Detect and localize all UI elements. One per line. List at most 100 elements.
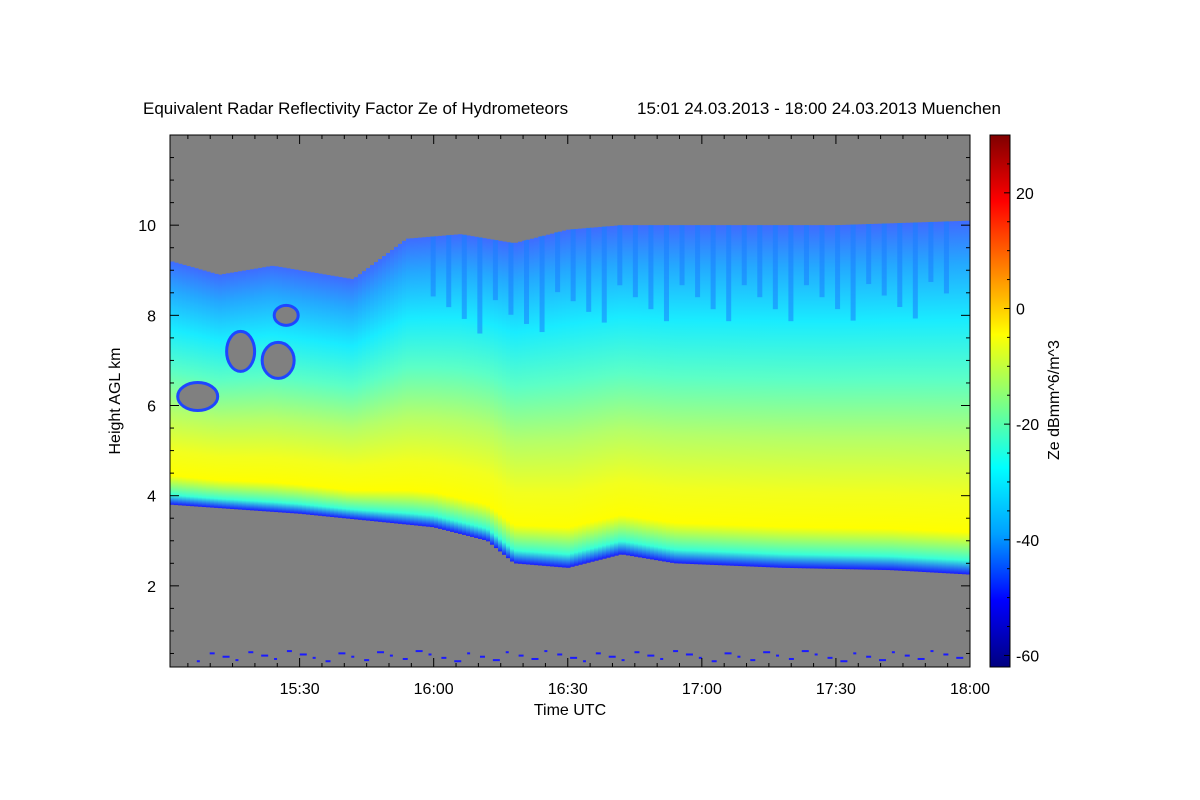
echo-strip: [426, 236, 431, 527]
fall-streak: [539, 236, 545, 333]
echo-strip: [174, 262, 179, 506]
echo-strip: [662, 225, 667, 562]
echo-strip: [870, 223, 875, 570]
echo-strip: [370, 265, 375, 522]
ground-clutter: [930, 650, 934, 653]
echo-strip: [266, 266, 271, 512]
fall-streak: [819, 225, 825, 298]
echo-strip: [486, 238, 491, 542]
colorbar-tick-label: -60: [1016, 648, 1039, 665]
echo-strip: [654, 225, 659, 561]
echo-strip: [578, 228, 583, 565]
echo-strip: [902, 222, 907, 571]
echo-strip: [594, 227, 599, 561]
echo-strip: [842, 224, 847, 570]
fall-streak: [430, 236, 436, 297]
ground-clutter: [248, 651, 254, 654]
echo-strip: [794, 225, 799, 569]
x-axis: 15:30 16:00 16:30 17:00 17:30 18:00: [187, 135, 990, 698]
echo-strip: [566, 229, 571, 568]
ground-clutter: [788, 657, 794, 660]
echo-strip: [322, 274, 327, 517]
echo-strip: [254, 268, 259, 511]
echo-strip: [618, 225, 623, 555]
echo-strip: [722, 225, 727, 566]
echo-strip: [434, 236, 439, 528]
echo-strip: [790, 225, 795, 569]
ground-clutter: [853, 652, 857, 655]
echo-strip: [802, 225, 807, 569]
echo-strip: [622, 225, 627, 555]
echo-strip: [294, 269, 299, 514]
ground-clutter: [827, 656, 833, 659]
echo-strip: [766, 225, 771, 568]
echo-strip: [398, 243, 403, 524]
echo-strip: [310, 272, 315, 515]
echo-strip: [422, 237, 427, 527]
echo-strip: [178, 263, 183, 506]
echo-strip: [270, 265, 275, 512]
fall-streak: [648, 225, 654, 310]
echo-strip: [410, 238, 415, 526]
ground-clutter: [351, 655, 355, 658]
echo-strip: [714, 225, 719, 566]
echo-strip: [478, 237, 483, 539]
echo-strip: [962, 220, 967, 575]
fall-streak: [928, 221, 934, 282]
x-tick-label: 15:30: [280, 681, 320, 698]
echo-strip: [630, 225, 635, 557]
echo-strip: [746, 225, 751, 567]
echo-strip: [242, 270, 247, 510]
ground-clutter: [866, 655, 872, 658]
echo-strip: [614, 225, 619, 556]
y-axis-label: Height AGL km: [107, 347, 124, 454]
echo-strip: [346, 278, 351, 519]
echo-strip: [238, 271, 243, 510]
chart-title: Equivalent Radar Reflectivity Factor Ze …: [143, 99, 568, 118]
echo-strip: [246, 269, 251, 511]
echo-strip: [874, 223, 879, 570]
echo-strip: [526, 239, 531, 565]
ground-clutter: [209, 652, 215, 655]
ground-clutter: [608, 655, 616, 658]
fall-streak: [803, 225, 809, 286]
ground-clutter: [634, 651, 640, 654]
echo-strip: [446, 235, 451, 531]
echo-strip: [910, 222, 915, 572]
echo-strip: [682, 225, 687, 564]
ground-clutter: [814, 653, 818, 656]
echo-strip: [678, 225, 683, 564]
x-tick-label: 16:30: [548, 681, 588, 698]
echo-strip: [774, 225, 779, 568]
y-tick-label: 10: [138, 218, 156, 235]
ground-clutter: [647, 654, 655, 657]
ground-clutter: [312, 656, 316, 659]
echo-strip: [810, 225, 815, 569]
echo-strip: [554, 232, 559, 567]
ground-clutter: [428, 653, 432, 656]
echo-strip: [562, 230, 567, 568]
fall-streak: [866, 224, 872, 285]
echo-strip: [778, 225, 783, 568]
echo-strip: [742, 225, 747, 567]
echo-strip: [882, 223, 887, 570]
echo-strip: [582, 228, 587, 564]
ground-clutter: [737, 655, 741, 658]
echo-strip: [666, 225, 671, 563]
colorbar-axis: -60 -40 -20 0 20: [1004, 134, 1039, 665]
echo-strip: [538, 236, 543, 566]
colorbar-label: Ze dBmm^6/m^3: [1046, 340, 1063, 460]
echo-strip: [218, 274, 223, 509]
ground-clutter: [415, 650, 423, 653]
echo-strip: [490, 239, 495, 545]
echo-strip: [530, 238, 535, 565]
ground-clutter: [891, 651, 895, 654]
echo-strip: [706, 225, 711, 565]
ground-clutter: [570, 656, 578, 659]
echo-strip: [330, 275, 335, 517]
echo-strip: [710, 225, 715, 565]
echo-strip: [258, 267, 263, 511]
colorbar-tick-label: -20: [1016, 417, 1039, 434]
echo-strip: [942, 221, 947, 574]
